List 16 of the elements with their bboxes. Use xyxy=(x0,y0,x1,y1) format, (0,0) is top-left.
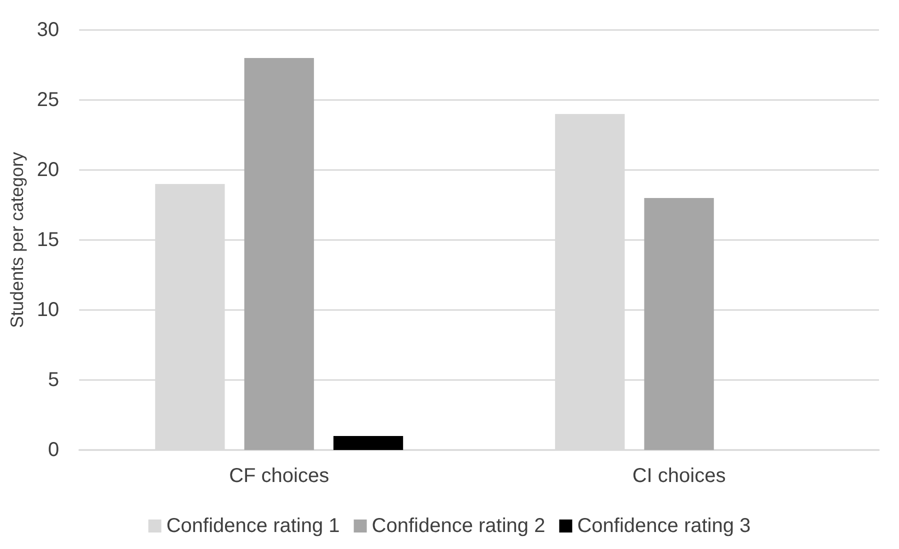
y-tick-label: 0 xyxy=(48,439,60,461)
bar xyxy=(244,58,314,450)
x-tick-label: CI choices xyxy=(632,465,726,487)
y-tick-label: 25 xyxy=(36,89,60,111)
legend-label: Confidence rating 1 xyxy=(166,515,340,537)
y-tick-label: 20 xyxy=(36,159,60,181)
y-tick-label: 10 xyxy=(36,299,60,321)
y-tick-label: 5 xyxy=(48,369,60,391)
y-tick-label: 30 xyxy=(36,19,60,41)
legend-label: Confidence rating 2 xyxy=(372,515,546,537)
legend-label: Confidence rating 3 xyxy=(577,515,751,537)
x-tick-label: CF choices xyxy=(229,465,330,487)
y-tick-label: 15 xyxy=(36,229,60,251)
bar xyxy=(644,198,714,450)
bar xyxy=(333,436,404,450)
y-axis-title: Students per category xyxy=(7,152,27,328)
